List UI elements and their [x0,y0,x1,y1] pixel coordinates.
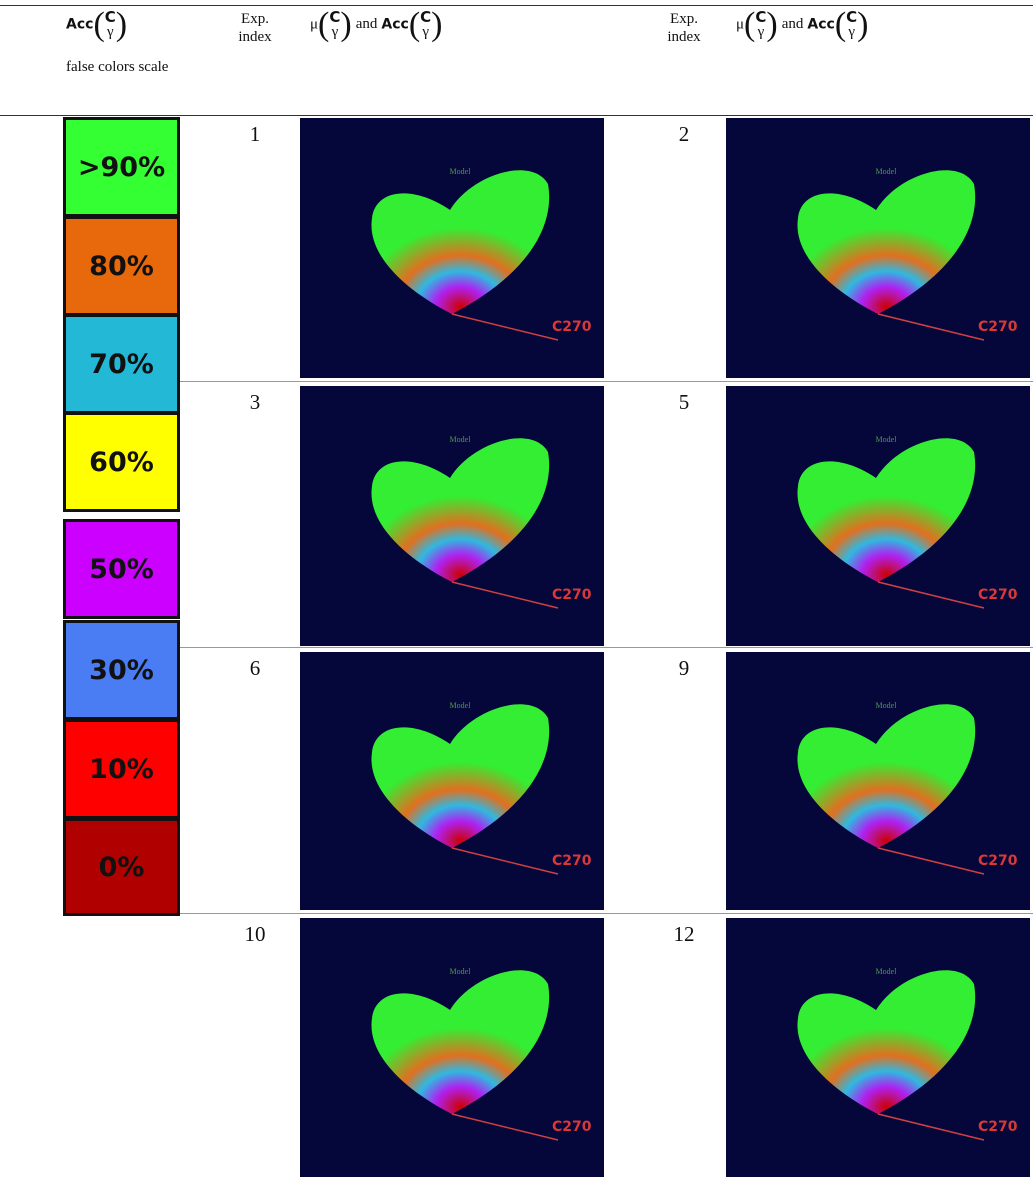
frac-top: C [755,10,766,25]
index-header: Exp. index [225,10,285,46]
model-label: Model [450,435,472,444]
axis-label: C270 [552,1119,592,1135]
and: and [356,16,378,32]
axis-label: C270 [552,319,592,335]
scale-swatch: 10% [63,719,180,819]
model-image: Model C270 [300,118,604,378]
model-label: Model [450,167,472,176]
scale-swatch: 30% [63,620,180,720]
row-rule [180,913,1033,914]
paren: ( [318,8,329,42]
model-label: Model [876,167,898,176]
scale-swatch: 0% [63,818,180,916]
exp-index: 10 [225,922,285,947]
paren: ) [766,8,777,42]
model-label: Model [450,967,472,976]
scale-swatch: 60% [63,412,180,512]
frac-top: C [420,10,431,25]
model-label: Model [450,701,472,710]
model-label: Model [876,701,898,710]
scale-swatch: >90% [63,117,180,217]
scale-swatch: 70% [63,314,180,414]
acc: Acc [381,16,408,32]
axis-label: C270 [552,853,592,869]
paren: ) [431,8,442,42]
exp-index: 5 [654,390,714,415]
model-image: Model C270 [726,118,1030,378]
model-label: Model [876,967,898,976]
scale-caption: false colors scale [66,58,174,77]
paren: ( [744,8,755,42]
acc: Acc [807,16,834,32]
model-image: Model C270 [300,386,604,646]
paren: ) [340,8,351,42]
acc: Acc [66,16,93,32]
frac-top: C [329,10,340,25]
model-image: Model C270 [300,652,604,910]
model-image: Model C270 [726,386,1030,646]
frac-bottom: γ [758,25,765,40]
top-rule [0,5,1033,6]
frac-top: C [105,10,116,25]
frac-bottom: γ [332,25,339,40]
paren: ( [409,8,420,42]
mu: μ [310,16,318,32]
axis-label: C270 [552,587,592,603]
exp-index: 6 [225,656,285,681]
axis-label: C270 [978,853,1018,869]
mu: μ [736,16,744,32]
frac-bottom: γ [422,25,429,40]
stack: Cγ [755,10,766,40]
model-label: Model [876,435,898,444]
frac-bottom: γ [848,25,855,40]
exp-index: 1 [225,122,285,147]
axis-label: C270 [978,1119,1018,1135]
frac-top: C [846,10,857,25]
model-image: Model C270 [726,652,1030,910]
scale-swatch: 50% [63,519,180,619]
and: and [782,16,804,32]
model-image: Model C270 [726,918,1030,1177]
page: {"header": { "scale": {"acc": "Acc", "c"… [0,0,1033,1177]
frac-bottom: γ [107,25,114,40]
header-rule [0,115,1033,116]
exp-index: 2 [654,122,714,147]
row-rule [180,381,1033,382]
exp-index: 3 [225,390,285,415]
model-image: Model C270 [300,918,604,1177]
axis-label: C270 [978,587,1018,603]
row-rule [180,647,1033,648]
paren: ( [835,8,846,42]
paren: ) [857,8,868,42]
axis-label: C270 [978,319,1018,335]
exp-index: 9 [654,656,714,681]
index-header: Exp. index [654,10,714,46]
exp-index: 12 [654,922,714,947]
scale-swatch: 80% [63,216,180,316]
